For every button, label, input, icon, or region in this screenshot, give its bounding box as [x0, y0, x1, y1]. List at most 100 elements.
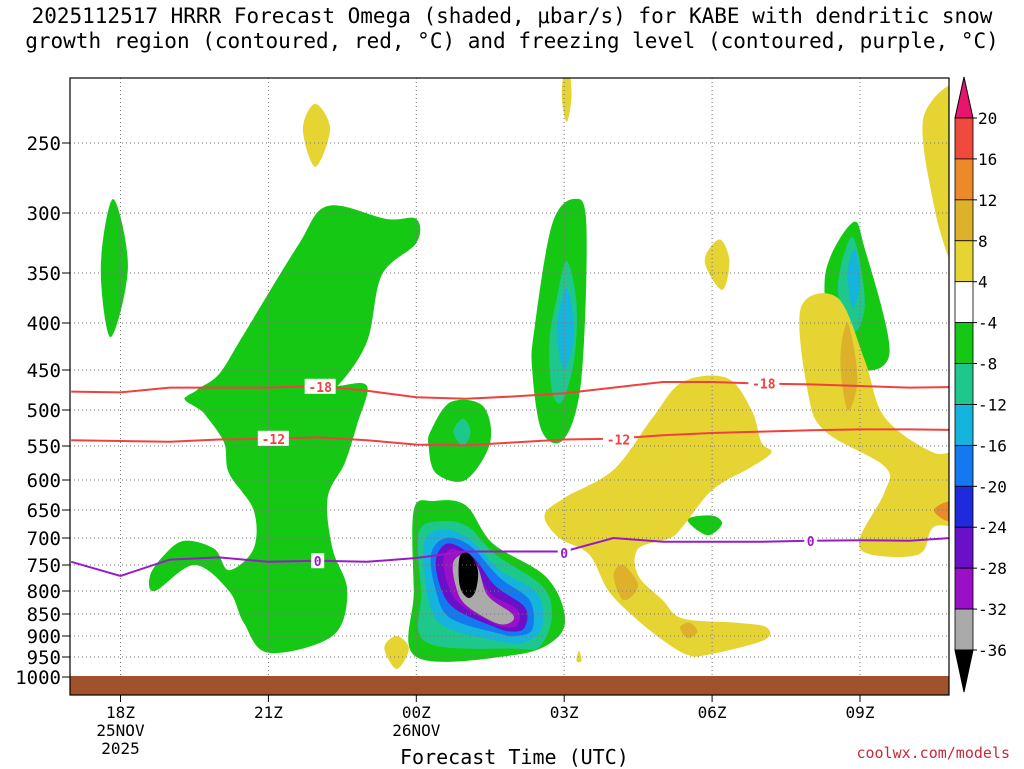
colorbar-label: -20 — [978, 477, 1007, 496]
omega-region-25 — [933, 501, 949, 522]
omega-region-0 — [100, 199, 128, 338]
colorbar-band-11 — [954, 567, 974, 610]
contour-label-bg — [257, 430, 289, 446]
x-tick-label: 06Z — [698, 703, 727, 722]
x-tick-date: 25NOV — [96, 721, 145, 740]
contour-label-bg — [311, 553, 325, 569]
contour-label-bg — [748, 375, 780, 391]
omega-region-22 — [613, 564, 639, 601]
y-tick-label: 850 — [27, 604, 61, 626]
colorbar-band-9 — [954, 485, 974, 528]
colorbar-label: 20 — [978, 109, 997, 128]
colorbar-label: 16 — [978, 150, 997, 169]
omega-region-15 — [704, 239, 730, 290]
x-tick-label: 21Z — [254, 703, 283, 722]
colorbar-label: -28 — [978, 559, 1007, 578]
contour-label: 0 — [560, 547, 568, 562]
colorbar-label: -36 — [978, 641, 1007, 660]
omega-region-8 — [687, 515, 723, 536]
title-line-2: growth region (contoured, red, °C) and f… — [25, 29, 999, 53]
colorbar-band-1 — [954, 158, 974, 201]
colorbar-top-arrow — [954, 76, 974, 119]
colorbar-label: 8 — [978, 232, 988, 251]
contour-label: -12 — [262, 433, 285, 448]
omega-region-18 — [384, 635, 409, 670]
y-tick-label: 350 — [27, 263, 61, 285]
colorbar: 20 16 12 8 4 -4 -8 -12 -16 -20 -24 -28 -32 -36 — [954, 76, 1007, 693]
colorbar-band-6 — [954, 363, 974, 405]
colorbar-band-4 — [954, 281, 974, 324]
x-tick-label: 09Z — [846, 703, 875, 722]
colorbar-label: -16 — [978, 436, 1007, 455]
y-tick-label: 400 — [27, 313, 61, 335]
contour-label-bg — [804, 533, 818, 549]
contour-label-bg — [304, 378, 336, 394]
colorbar-band-10 — [954, 526, 974, 569]
omega-region-33 — [458, 552, 479, 599]
colorbar-band-8 — [954, 444, 974, 487]
omega-region-11 — [847, 248, 861, 309]
colorbar-label: -4 — [978, 314, 997, 333]
contour-label: -12 — [607, 434, 630, 449]
contour-label: 0 — [807, 535, 815, 550]
y-tick-label: 1000 — [15, 667, 61, 689]
y-tick-label: 800 — [27, 581, 61, 603]
y-tick-label: 750 — [27, 555, 61, 577]
contour-label: -18 — [308, 381, 332, 396]
x-tick-year: 2025 — [101, 739, 140, 758]
terrain-ground — [70, 676, 949, 695]
credit-link[interactable]: coolwx.com/models — [856, 744, 1010, 762]
x-tick-label: 18Z — [106, 703, 135, 722]
x-tick-date: 26NOV — [392, 721, 441, 740]
contour-label-bg — [557, 545, 571, 561]
colorbar-band-5 — [954, 322, 974, 364]
y-tick-label: 950 — [27, 647, 61, 669]
y-tick-label: 550 — [27, 436, 61, 458]
colorbar-band-3 — [954, 240, 974, 283]
colorbar-label: -8 — [978, 355, 997, 374]
colorbar-label: -12 — [978, 395, 1007, 414]
y-tick-label: 500 — [27, 400, 61, 422]
contour-label: 0 — [314, 555, 322, 570]
colorbar-label: 12 — [978, 191, 997, 210]
omega-region-4 — [453, 418, 471, 446]
omega-region-20 — [922, 85, 949, 260]
x-tick-label: 00Z — [402, 703, 431, 722]
title-line-1: 2025112517 HRRR Forecast Omega (shaded, … — [31, 4, 993, 28]
omega-region-21 — [840, 322, 858, 411]
x-axis-title: Forecast Time (UTC) — [400, 745, 629, 769]
colorbar-label: -24 — [978, 518, 1007, 537]
omega-region-2 — [148, 382, 368, 654]
contour-line — [71, 428, 949, 447]
y-tick-label: 700 — [27, 528, 61, 550]
y-axis: 2503003504004505005506006507007508008509… — [15, 133, 70, 689]
colorbar-band-12 — [954, 608, 974, 651]
contour-label: -18 — [752, 378, 776, 393]
colorbar-bottom-arrow — [954, 649, 974, 693]
omega-region-13 — [302, 103, 330, 167]
y-tick-label: 300 — [27, 203, 61, 225]
colorbar-label: -32 — [978, 600, 1007, 619]
contour-lines: -18 -18 -12 -12 0 0 0 — [70, 375, 949, 577]
omega-region-19 — [799, 293, 949, 557]
omega-region-7 — [556, 287, 575, 371]
colorbar-band-2 — [954, 199, 974, 242]
y-tick-label: 900 — [27, 626, 61, 648]
colorbar-band-7 — [954, 404, 974, 446]
plot-frame — [69, 77, 950, 696]
colorbar-label: 4 — [978, 273, 988, 292]
y-tick-label: 250 — [27, 133, 61, 155]
chart-title: 2025112517 HRRR Forecast Omega (shaded, … — [0, 4, 1024, 54]
omega-region-23 — [680, 622, 698, 639]
contour-label-bg — [602, 431, 634, 447]
x-tick-label: 03Z — [550, 703, 579, 722]
y-tick-label: 600 — [27, 470, 61, 492]
y-tick-label: 450 — [27, 360, 61, 382]
omega-region-17 — [576, 650, 582, 663]
y-tick-label: 650 — [27, 500, 61, 522]
colorbar-band-0 — [954, 117, 974, 160]
contour-line — [71, 381, 949, 400]
omega-region-1 — [187, 205, 421, 399]
